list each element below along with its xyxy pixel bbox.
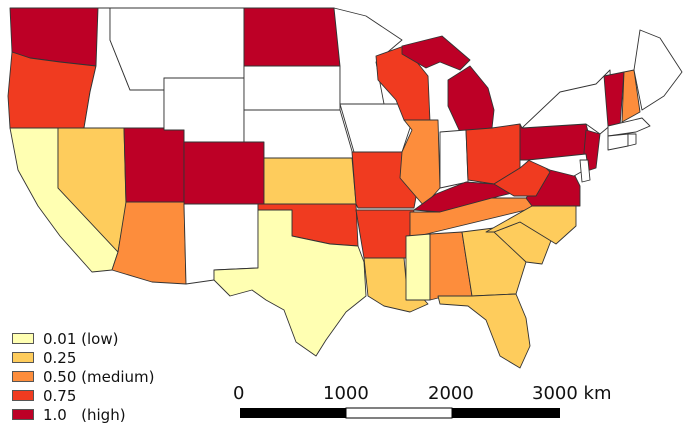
state-vt	[603, 71, 625, 127]
legend-label: 0.01 (low)	[43, 329, 119, 348]
legend-item: 0.25	[12, 348, 77, 367]
state-ia	[339, 103, 413, 153]
state-mi-lower	[447, 65, 495, 133]
scale-label-2000: 2000	[428, 383, 474, 404]
scale-label-1000: 1000	[323, 383, 369, 404]
legend-label: 0.75	[43, 386, 77, 405]
state-de	[579, 159, 591, 183]
legend-label: 1.0 (high)	[43, 405, 126, 424]
scale-bar-segment-1	[240, 408, 346, 418]
legend-swatch-medium	[12, 371, 34, 382]
state-tx	[213, 209, 367, 357]
state-ut	[123, 127, 185, 203]
legend-swatch-075	[12, 390, 34, 401]
state-il	[399, 119, 441, 207]
state-ar	[355, 209, 415, 259]
state-ms	[405, 233, 431, 301]
state-me	[633, 29, 683, 111]
scale-label-0: 0	[233, 383, 245, 404]
legend-swatch-low	[12, 333, 34, 344]
legend-label: 0.25	[43, 348, 77, 367]
state-ny	[521, 69, 613, 135]
state-ct	[607, 133, 629, 151]
state-in	[439, 129, 469, 189]
scale-bar-segment-3	[452, 408, 560, 418]
legend-item: 0.50 (medium)	[12, 367, 155, 386]
legend-item: 0.75	[12, 386, 77, 405]
legend-item: 1.0 (high)	[12, 405, 126, 424]
state-wv	[493, 155, 551, 197]
state-ri	[627, 133, 637, 147]
legend-item: 0.01 (low)	[12, 329, 119, 348]
scale-bar	[240, 407, 560, 419]
scale-label-3000: 3000 km	[532, 383, 612, 404]
state-fl	[437, 293, 531, 369]
state-mn	[333, 7, 403, 105]
state-nd	[243, 7, 341, 67]
state-nh	[621, 69, 641, 123]
state-az	[111, 201, 187, 285]
legend-swatch-high	[12, 409, 34, 420]
scale-bar-segment-2	[345, 407, 453, 419]
state-co	[183, 141, 265, 205]
state-mi	[401, 35, 471, 71]
state-ks	[263, 157, 357, 205]
state-ma	[607, 117, 651, 137]
legend-swatch-025	[12, 352, 34, 363]
legend-label: 0.50 (medium)	[43, 367, 155, 386]
